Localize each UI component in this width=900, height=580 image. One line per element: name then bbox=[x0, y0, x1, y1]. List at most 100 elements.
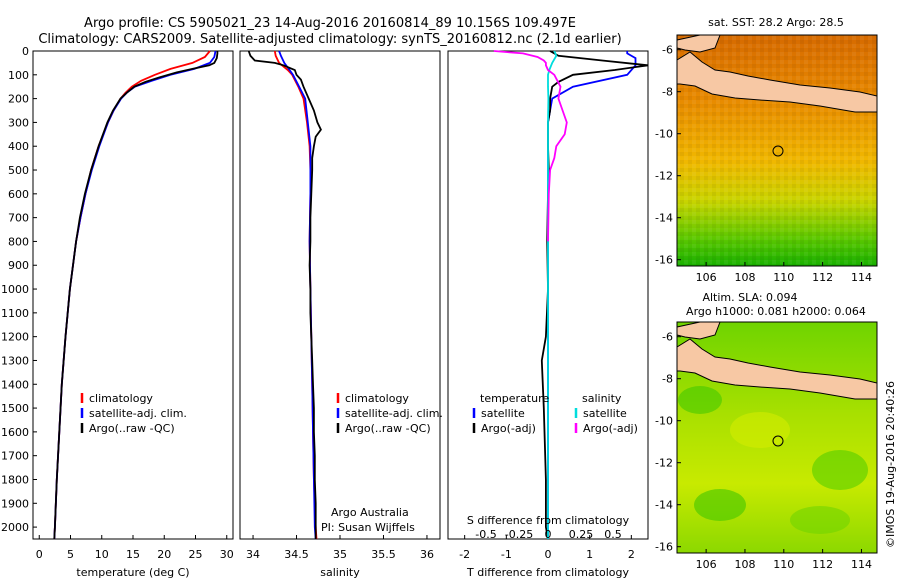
sst-map-frame bbox=[676, 34, 878, 267]
difference-line-satellite-s bbox=[547, 50, 558, 539]
map-lon-tick-label: 110 bbox=[773, 271, 794, 284]
salinity-legend: climatology satellite-adj. clim. Argo(..ra… bbox=[336, 392, 443, 435]
difference-x-tick-label: 1 bbox=[586, 548, 593, 561]
salinity-x-tick-label: 35 bbox=[333, 548, 347, 561]
sst-map-panel: sat. SST: 28.2 Argo: 28.5 106 108 110 112 11… bbox=[655, 16, 878, 284]
map-lon-tick-label: 112 bbox=[812, 271, 833, 284]
map-lat-tick-label: -16 bbox=[655, 541, 673, 554]
depth-tick-label: 700 bbox=[8, 212, 29, 225]
map-lat-tick-label: -6 bbox=[662, 331, 673, 344]
sst-map-title: sat. SST: 28.2 Argo: 28.5 bbox=[708, 16, 844, 29]
map-lat-tick-label: -12 bbox=[655, 457, 673, 470]
legend-label: satellite bbox=[583, 407, 627, 420]
temperature-panel: 0100200300400500600700800900100011001200… bbox=[1, 45, 234, 579]
salinity-x-tick-label: 36 bbox=[420, 548, 434, 561]
salinity-x-tick-label: 35.5 bbox=[371, 548, 396, 561]
legend-title-salinity: salinity bbox=[582, 392, 622, 405]
difference-x-tick-label: -2 bbox=[459, 548, 470, 561]
sla-blob bbox=[812, 450, 868, 490]
difference-x-tick-label: 2 bbox=[628, 548, 635, 561]
difference-line-argo-adj-s bbox=[493, 50, 568, 242]
salinity-panel: 34 34.5 35 35.5 36 salinity climatology satel… bbox=[239, 50, 443, 579]
legend-label: climatology bbox=[345, 392, 409, 405]
depth-tick-label: 1500 bbox=[1, 402, 29, 415]
temperature-x-tick-label: 0 bbox=[36, 548, 43, 561]
salinity-x-tick-label: 34 bbox=[246, 548, 260, 561]
map-lon-tick-label: 108 bbox=[734, 271, 755, 284]
legend-label: Argo(..raw -QC) bbox=[89, 422, 175, 435]
depth-tick-label: 300 bbox=[8, 116, 29, 129]
sla-blob bbox=[678, 386, 722, 414]
depth-tick-label: 1000 bbox=[1, 283, 29, 296]
map-lon-tick-label: 106 bbox=[696, 271, 717, 284]
temperature-x-axis: 0 5 10 15 20 25 30 bbox=[36, 535, 234, 561]
temperature-x-tick-label: 5 bbox=[67, 548, 74, 561]
map-lat-tick-label: -14 bbox=[655, 212, 673, 225]
depth-tick-label: 0 bbox=[22, 45, 29, 58]
credit-pi: PI: Susan Wijffels bbox=[321, 521, 415, 534]
depth-tick-label: 900 bbox=[8, 259, 29, 272]
legend-label: Argo(-adj) bbox=[481, 422, 536, 435]
map-lat-tick-label: -10 bbox=[655, 128, 673, 141]
figure-title-line1: Argo profile: CS 5905021_23 14-Aug-2016 … bbox=[84, 16, 576, 31]
sla-map-frame bbox=[676, 321, 878, 554]
difference-series bbox=[493, 50, 649, 540]
sla-blob bbox=[730, 412, 790, 448]
salinity-difference-ticks: -0.5 -0.25 0 0.25 0.5 bbox=[475, 528, 621, 541]
salinity-x-axis: 34 34.5 35 35.5 36 bbox=[246, 535, 434, 561]
map-lat-tick-label: -14 bbox=[655, 499, 673, 512]
depth-tick-label: 1700 bbox=[1, 450, 29, 463]
salinity-line-argo-raw-qc bbox=[247, 50, 322, 539]
difference-panel: -2 -1 0 1 2 T difference from climatology S … bbox=[447, 50, 649, 579]
depth-tick-label: 1300 bbox=[1, 354, 29, 367]
salinity-x-tick-label: 34.5 bbox=[284, 548, 309, 561]
sla-map-title-line1: Altim. SLA: 0.094 bbox=[702, 291, 797, 304]
map-lon-tick-label: 108 bbox=[734, 558, 755, 571]
legend-title-temperature: temperature bbox=[480, 392, 549, 405]
sla-map-axes: 106 108 110 112 114 -6 -8 -10 -12 -14 -16 bbox=[655, 331, 872, 571]
s-difference-tick-label: 0.25 bbox=[569, 528, 594, 541]
legend-label: satellite-adj. clim. bbox=[345, 407, 443, 420]
sla-blobs bbox=[678, 386, 868, 534]
sst-argo-marker bbox=[772, 145, 784, 157]
difference-legend: temperature salinity satellite Argo(-adj) sa… bbox=[472, 392, 638, 435]
depth-tick-label: 1800 bbox=[1, 473, 29, 486]
s-difference-tick-label: 0.5 bbox=[604, 528, 622, 541]
s-difference-tick-label: -0.25 bbox=[505, 528, 533, 541]
depth-tick-label: 500 bbox=[8, 164, 29, 177]
depth-tick-label: 800 bbox=[8, 235, 29, 248]
s-difference-tick-label: -0.5 bbox=[475, 528, 496, 541]
legend-label: satellite bbox=[481, 407, 525, 420]
depth-axis: 0 100 200 300 400 500 600 700 800 900 1000 1100 1200… bbox=[1, 45, 37, 534]
figure-title-line2: Climatology: CARS2009. Satellite-adjuste… bbox=[38, 32, 621, 47]
imos-timestamp: ©IMOS 19-Aug-2016 20:40:26 bbox=[884, 381, 897, 548]
temperature-line-argo-raw-qc bbox=[53, 51, 219, 540]
legend-label: Argo(..raw -QC) bbox=[345, 422, 431, 435]
map-lat-tick-label: -12 bbox=[655, 170, 673, 183]
temperature-series bbox=[53, 50, 219, 540]
legend-label: climatology bbox=[89, 392, 153, 405]
temperature-x-tick-label: 15 bbox=[126, 548, 140, 561]
map-lat-tick-label: -10 bbox=[655, 415, 673, 428]
sst-map-axes: 106 108 110 112 114 -6 -8 -10 -12 -14 -16 bbox=[655, 44, 872, 284]
sla-blob bbox=[694, 489, 746, 521]
depth-tick-label: 1400 bbox=[1, 378, 29, 391]
difference-x-axis: -2 -1 0 1 2 bbox=[459, 535, 635, 561]
legend-label: satellite-adj. clim. bbox=[89, 407, 187, 420]
sla-map-panel: Altim. SLA: 0.094 Argo h1000: 0.081 h200… bbox=[655, 291, 878, 571]
salinity-x-label: salinity bbox=[320, 566, 360, 579]
s-difference-tick-label: 0 bbox=[545, 528, 552, 541]
depth-tick-label: 1200 bbox=[1, 331, 29, 344]
map-lat-tick-label: -8 bbox=[662, 86, 673, 99]
credit-institution: Argo Australia bbox=[331, 506, 409, 519]
sla-map-title-line2: Argo h1000: 0.081 h2000: 0.064 bbox=[686, 305, 866, 318]
sla-blob bbox=[790, 506, 850, 534]
difference-x-label: T difference from climatology bbox=[466, 566, 629, 579]
depth-tick-label: 100 bbox=[8, 69, 29, 82]
temperature-x-tick-label: 25 bbox=[189, 548, 203, 561]
map-lon-tick-label: 106 bbox=[696, 558, 717, 571]
sla-argo-marker bbox=[772, 435, 784, 447]
temperature-plot-frame bbox=[32, 50, 234, 540]
depth-tick-label: 600 bbox=[8, 188, 29, 201]
